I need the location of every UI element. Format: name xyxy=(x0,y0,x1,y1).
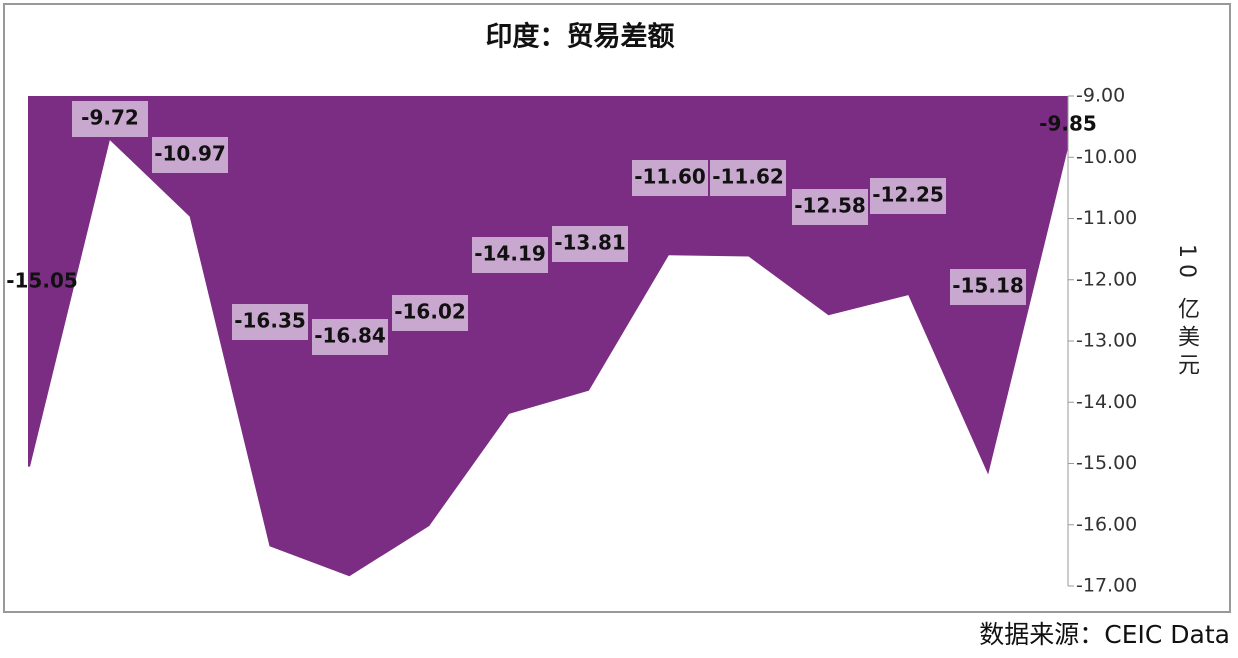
data-label: -14.19 xyxy=(474,242,546,266)
source: 数据来源：CEIC Data xyxy=(979,620,1230,649)
label-box xyxy=(950,269,1026,305)
data-label: -16.02 xyxy=(394,300,466,324)
data-label: -16.35 xyxy=(234,309,306,333)
y-tick-label: -17.00 xyxy=(1076,575,1137,597)
data-label: -16.84 xyxy=(314,324,386,348)
label-box xyxy=(632,160,708,196)
data-label: -11.62 xyxy=(712,165,784,189)
data-label: -15.05 xyxy=(6,269,78,293)
label-box xyxy=(710,160,786,196)
label-box xyxy=(870,178,946,214)
label-box xyxy=(792,189,868,225)
data-label: -15.18 xyxy=(952,274,1024,298)
y-tick-label: -14.00 xyxy=(1076,391,1137,413)
data-label: -9.85 xyxy=(1039,112,1097,136)
label-box xyxy=(232,304,308,340)
label-box xyxy=(472,237,548,273)
label-box xyxy=(552,226,628,262)
y-axis-title: 10 亿美元 xyxy=(1174,244,1199,381)
y-tick-label: -13.00 xyxy=(1076,330,1137,352)
label-box xyxy=(72,101,148,137)
data-label: -13.81 xyxy=(554,231,626,255)
data-label: -12.58 xyxy=(794,194,866,218)
y-tick-label: -12.00 xyxy=(1076,268,1137,290)
data-label: -10.97 xyxy=(154,142,226,166)
data-label: -11.60 xyxy=(634,165,706,189)
y-tick-label: -15.00 xyxy=(1076,452,1137,474)
data-label: -9.72 xyxy=(81,106,139,130)
y-tick-label: -11.00 xyxy=(1076,207,1137,229)
label-box xyxy=(392,295,468,331)
y-tick-label: -16.00 xyxy=(1076,513,1137,535)
label-box xyxy=(312,319,388,355)
y-tick-label: -10.00 xyxy=(1076,146,1137,168)
data-label: -12.25 xyxy=(872,183,944,207)
label-box xyxy=(152,137,228,173)
chart-title: 印度：贸易差额 xyxy=(486,21,675,53)
y-tick-label: -9.00 xyxy=(1076,85,1125,107)
